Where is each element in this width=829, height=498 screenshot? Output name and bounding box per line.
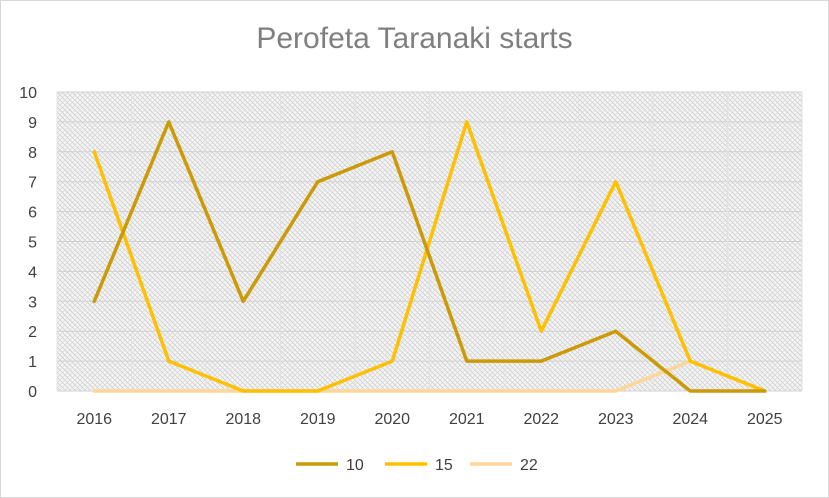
x-tick-label: 2022 (523, 411, 559, 428)
x-tick-label: 2017 (151, 411, 187, 428)
x-tick-label: 2020 (374, 411, 410, 428)
y-tick-label: 8 (28, 145, 37, 162)
y-tick-label: 2 (28, 324, 37, 341)
x-tick-label: 2021 (449, 411, 485, 428)
legend: 10 15 22 (296, 457, 538, 474)
x-tick-label: 2019 (300, 411, 336, 428)
y-tick-label: 7 (28, 175, 37, 192)
chart-title: Perofeta Taranaki starts (256, 22, 573, 55)
series-line-22 (92, 359, 767, 393)
y-tick-label: 10 (19, 85, 37, 102)
series-line-10 (92, 120, 767, 393)
gridlines (56, 91, 803, 392)
x-tick-label: 2023 (598, 411, 634, 428)
y-tick-label: 1 (28, 354, 37, 371)
y-tick-label: 4 (28, 264, 37, 281)
y-tick-label: 3 (28, 294, 37, 311)
x-tick-label: 2016 (76, 411, 112, 428)
legend-label-22: 22 (520, 457, 538, 474)
y-tick-label: 9 (28, 115, 37, 132)
series-line-15 (92, 120, 767, 393)
x-tick-label: 2024 (672, 411, 708, 428)
y-tick-label: 6 (28, 205, 37, 222)
legend-label-10: 10 (346, 457, 364, 474)
y-axis: 0 1 2 3 4 5 6 7 8 9 10 (19, 85, 37, 401)
x-tick-label: 2025 (747, 411, 783, 428)
y-tick-label: 5 (28, 235, 37, 252)
x-axis: 2016 2017 2018 2019 2020 2021 2022 2023 2024 2025 (76, 411, 782, 428)
y-tick-label: 0 (28, 384, 37, 401)
x-tick-label: 2018 (225, 411, 261, 428)
series-group (92, 120, 767, 393)
legend-label-15: 15 (435, 457, 453, 474)
